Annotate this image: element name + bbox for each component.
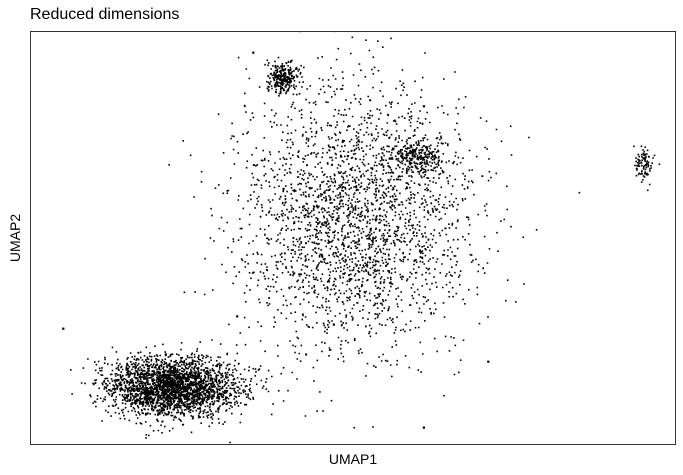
cluster-right-arm <box>362 135 455 180</box>
y-axis-label: UMAP2 <box>7 213 23 263</box>
cluster-points <box>633 145 661 192</box>
outlier-point <box>332 323 335 326</box>
x-axis-label: UMAP1 <box>328 451 378 467</box>
outlier-point <box>442 171 445 174</box>
cluster-points <box>362 135 455 180</box>
outlier-point <box>252 51 255 54</box>
cluster-upper-small-cluster <box>264 56 305 97</box>
cluster-points <box>264 56 305 97</box>
outlier-point <box>422 105 425 108</box>
cluster-lower-left-cluster <box>70 339 285 444</box>
chart-title: Reduced dimensions <box>30 6 180 23</box>
outlier-point <box>236 315 239 318</box>
outlier-point <box>487 360 490 363</box>
scatter-points <box>62 32 661 444</box>
outlier-point <box>422 426 425 429</box>
plot-panel-border <box>30 31 676 445</box>
cluster-far-right-crescent <box>633 145 661 192</box>
cluster-points <box>70 339 285 444</box>
outlier-point <box>62 327 65 330</box>
